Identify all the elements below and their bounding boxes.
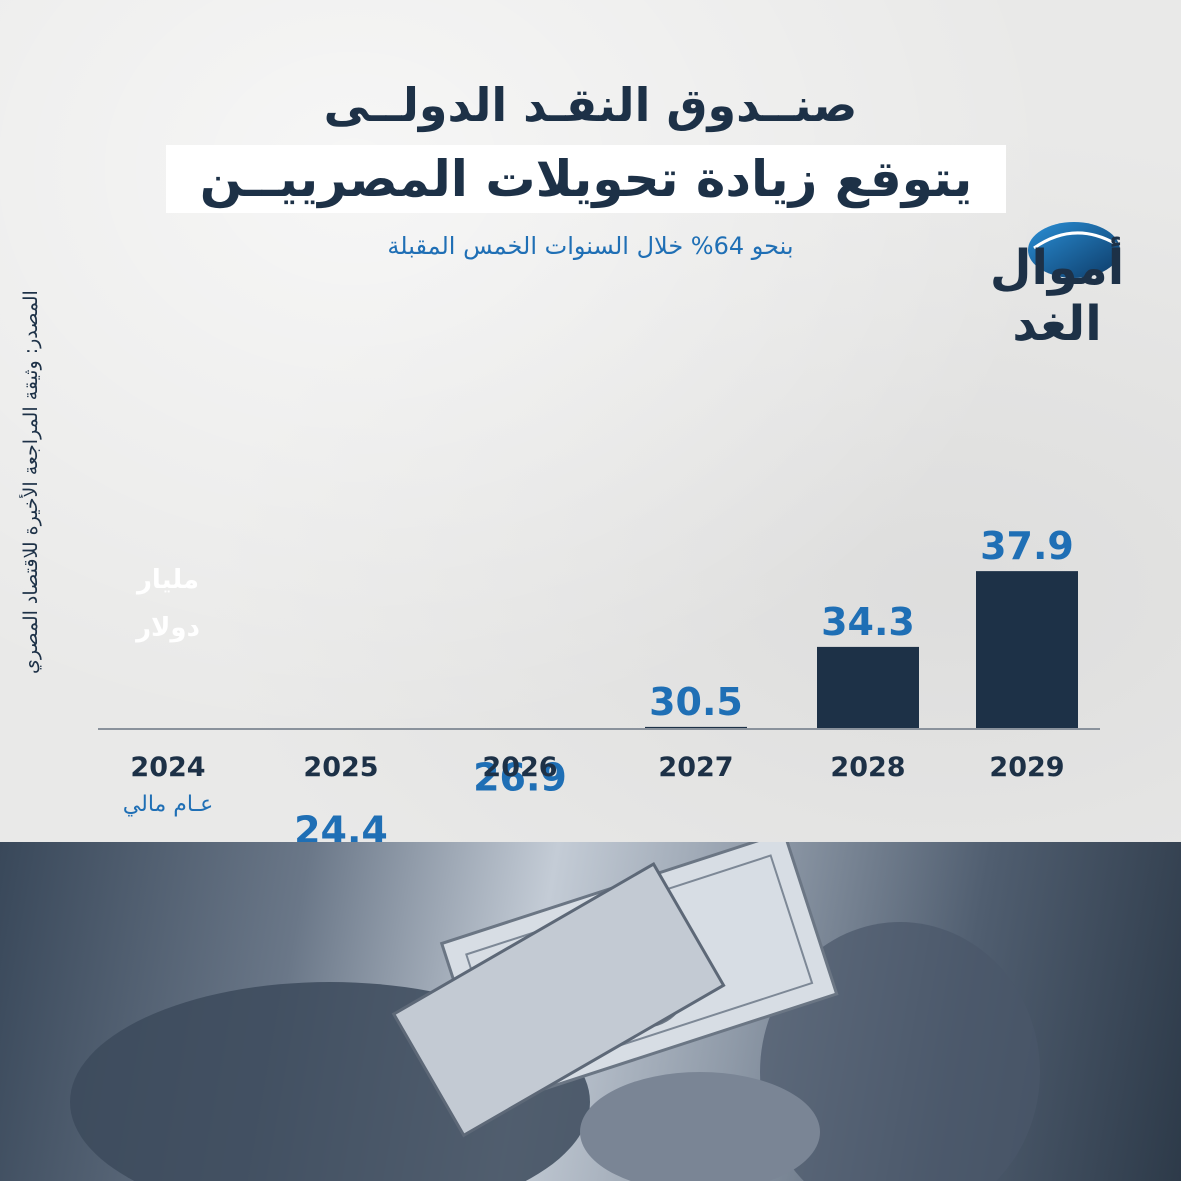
title-line-2: يتوقع زيادة تحويلات المصرييــن xyxy=(199,150,973,208)
logo-text: أموال الغد xyxy=(989,240,1125,352)
value-label-2028: 34.3 xyxy=(821,600,915,644)
x-axis-caption: عـام مالي xyxy=(122,792,214,817)
logo-globe-icon xyxy=(1028,222,1120,278)
tick-label-2024: 2024 xyxy=(130,752,205,783)
brand-logo: أموال الغد xyxy=(982,210,1132,352)
bar-2027 xyxy=(645,726,747,729)
tick-label-2026: 2026 xyxy=(482,752,557,783)
tick-label-2028: 2028 xyxy=(830,752,905,783)
bar-2029 xyxy=(976,571,1078,729)
bar-2028 xyxy=(817,646,919,729)
title-line-1: صنــدوق النقـد الدولــى xyxy=(323,78,858,132)
tick-label-2029: 2029 xyxy=(989,752,1064,783)
money-illustration-icon xyxy=(70,842,1040,1181)
money-hands-photo xyxy=(0,842,1181,1181)
value-label-2027: 30.5 xyxy=(649,680,743,724)
value-label-2025: 24.4 xyxy=(294,808,388,842)
title-line-2-box: يتوقع زيادة تحويلات المصرييــن xyxy=(166,145,1006,213)
value-label-2029: 37.9 xyxy=(980,524,1074,568)
tick-label-2025: 2025 xyxy=(303,752,378,783)
unit-label: مليار دولار xyxy=(136,565,200,643)
subtitle: بنحو 64% خلال السنوات الخمس المقبلة xyxy=(387,232,794,260)
value-label-2026: 26.9 xyxy=(473,756,567,800)
background-paper xyxy=(0,0,1181,842)
tick-label-2027: 2027 xyxy=(658,752,733,783)
value-label-2024: 23.1 xyxy=(121,836,215,842)
